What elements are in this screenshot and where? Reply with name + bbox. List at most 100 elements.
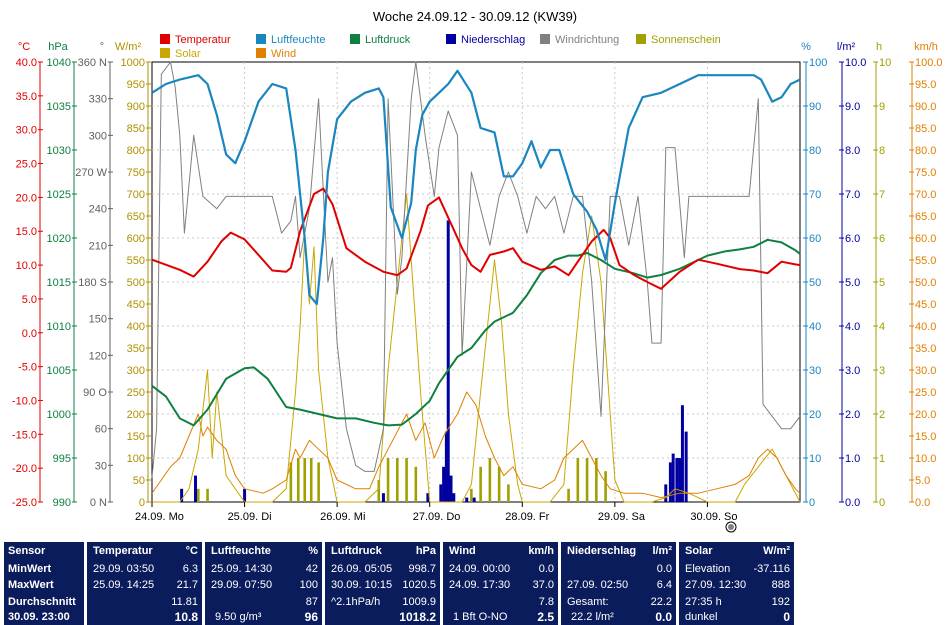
solar-max: 888 [771,579,790,591]
temp-axis-tick: 30.0 [16,125,37,137]
wind-axis-tick: 55.0 [915,255,936,267]
dir-axis-tick: 90 O [83,387,107,399]
hum-min: 42 [305,563,318,575]
rain-bar [675,458,679,502]
dir-axis-tick: 360 N [78,57,107,69]
wind-axis-tick: 0.0 [915,497,930,509]
sun-axis-tick: 1 [879,453,885,465]
rain-bar [446,220,450,502]
temp-axis-tick: 25.0 [16,159,37,171]
moon-icon-fill [728,524,734,530]
hum-axis-tick: 100 [809,57,827,69]
sunshine-bar [567,488,570,502]
rain-min: 0.0 [656,563,672,575]
solar-elev: -37.116 [753,563,791,575]
rain-bar [444,431,448,502]
temp-max-time: 25.09. 14:25 [93,579,155,591]
rain-axis-tick: 3.0 [845,365,860,377]
sunshine-bar [479,466,482,502]
sun-axis-tick: 3 [879,365,885,377]
rain-bar [243,488,247,502]
sunshine-bar [405,458,408,502]
wind-axis-tick: 70.0 [915,189,936,201]
rain-bar [452,493,456,502]
sunshine-bar [414,466,418,502]
solar-now: 0 [783,610,790,624]
solar-axis-tick: 250 [127,387,145,399]
wind-axis-tick: 85.0 [915,123,936,135]
rain-axis-tick: 5.0 [845,277,860,289]
legend-swatch [256,34,266,44]
press-avg: 1009.9 [402,596,436,608]
hum-axis-tick: 0 [809,497,815,509]
press-axis-tick: 995 [53,453,71,465]
solar-max-time: 27.09. 12:30 [685,579,747,591]
temp-axis-tick: 10.0 [16,260,37,272]
hum-axis-tick: 50 [809,277,821,289]
solar-axis-tick: 0 [139,497,145,509]
sun-axis-tick: 6 [879,233,885,245]
wind-axis-tick: 75.0 [915,167,936,179]
rain-axis-tick: 1.0 [845,453,860,465]
rain-header: Niederschlag [567,545,637,557]
rain-max-time: 27.09. 02:50 [567,579,629,591]
wind-bft: 1 Bft O-NO [453,611,508,623]
legend-label: Wind [271,48,296,60]
press-min-time: 26.09. 05:05 [331,563,393,575]
press-axis-tick: 1030 [47,145,71,157]
solar-avg: 192 [771,596,790,608]
hum-axis-tick: 10 [809,453,821,465]
hum-axis-tick: 40 [809,321,821,333]
solar-axis-tick: 200 [127,409,145,421]
rain-axis-tick: 6.0 [845,233,860,245]
temp-min: 6.3 [182,563,198,575]
temp-axis-tick: -20.0 [12,463,37,475]
rain-axis-tick: 9.0 [845,101,860,113]
wind-axis-tick: 80.0 [915,145,936,157]
chart-title: Woche 24.09.12 - 30.09.12 (KW39) [373,9,577,24]
temp-axis-tick: -5.0 [18,362,37,374]
rain-axis-tick: 10.0 [845,57,866,69]
sun-axis-tick: 9 [879,101,885,113]
legend-label: Windrichtung [555,34,619,46]
temp-axis-unit: °C [18,41,30,53]
axes: 40.035.030.025.020.015.010.05.00.0-5.0-1… [12,41,943,509]
x-tick-label: 30.09. So [690,511,737,523]
wind-axis-tick: 95.0 [915,79,936,91]
sunshine-bar [289,462,293,502]
wind-avg: 7.8 [538,596,554,608]
weather-chart: Woche 24.09.12 - 30.09.12 (KW39) Tempera… [12,9,943,533]
press-axis-tick: 990 [53,497,71,509]
dir-axis-tick: 180 S [78,277,107,289]
sunshine-bar [576,458,580,502]
press-header: Luftdruck [331,545,382,557]
rain-bar [680,405,684,502]
hum-header: Luftfeuchte [211,545,271,557]
wind-axis-tick: 65.0 [915,211,936,223]
dir-axis-tick: 120 [89,350,107,362]
rain-bar [472,497,476,502]
sun-axis-tick: 7 [879,189,885,201]
solar-axis-tick: 950 [127,79,145,91]
hum-panel: Luftfeuchte % 25.09. 14:30 42 29.09. 07:… [205,542,322,625]
press-axis-tick: 1010 [47,321,71,333]
wind-axis-tick: 30.0 [915,365,936,377]
temp-axis-tick: 0.0 [22,328,37,340]
x-tick-label: 25.09. Di [228,511,272,523]
x-tick-label: 26.09. Mi [320,511,365,523]
wind-min-time: 24.09. 00:00 [449,563,511,575]
press-axis-tick: 1020 [47,233,71,245]
rain-axis-tick: 4.0 [845,321,860,333]
legend-label: Niederschlag [461,34,525,46]
rain-axis-tick: 8.0 [845,145,860,157]
wind-axis-unit: km/h [914,41,938,53]
wind-speed-line [151,391,801,499]
legend-swatch [160,48,170,58]
sunshine-bar [317,462,320,502]
sun-axis-tick: 8 [879,145,885,157]
sun-axis-tick: 10 [879,57,891,69]
press-axis-tick: 1035 [47,101,71,113]
solar-axis-unit: W/m² [115,41,142,53]
rain-bar [442,466,446,502]
solar-header: Solar [685,545,713,557]
